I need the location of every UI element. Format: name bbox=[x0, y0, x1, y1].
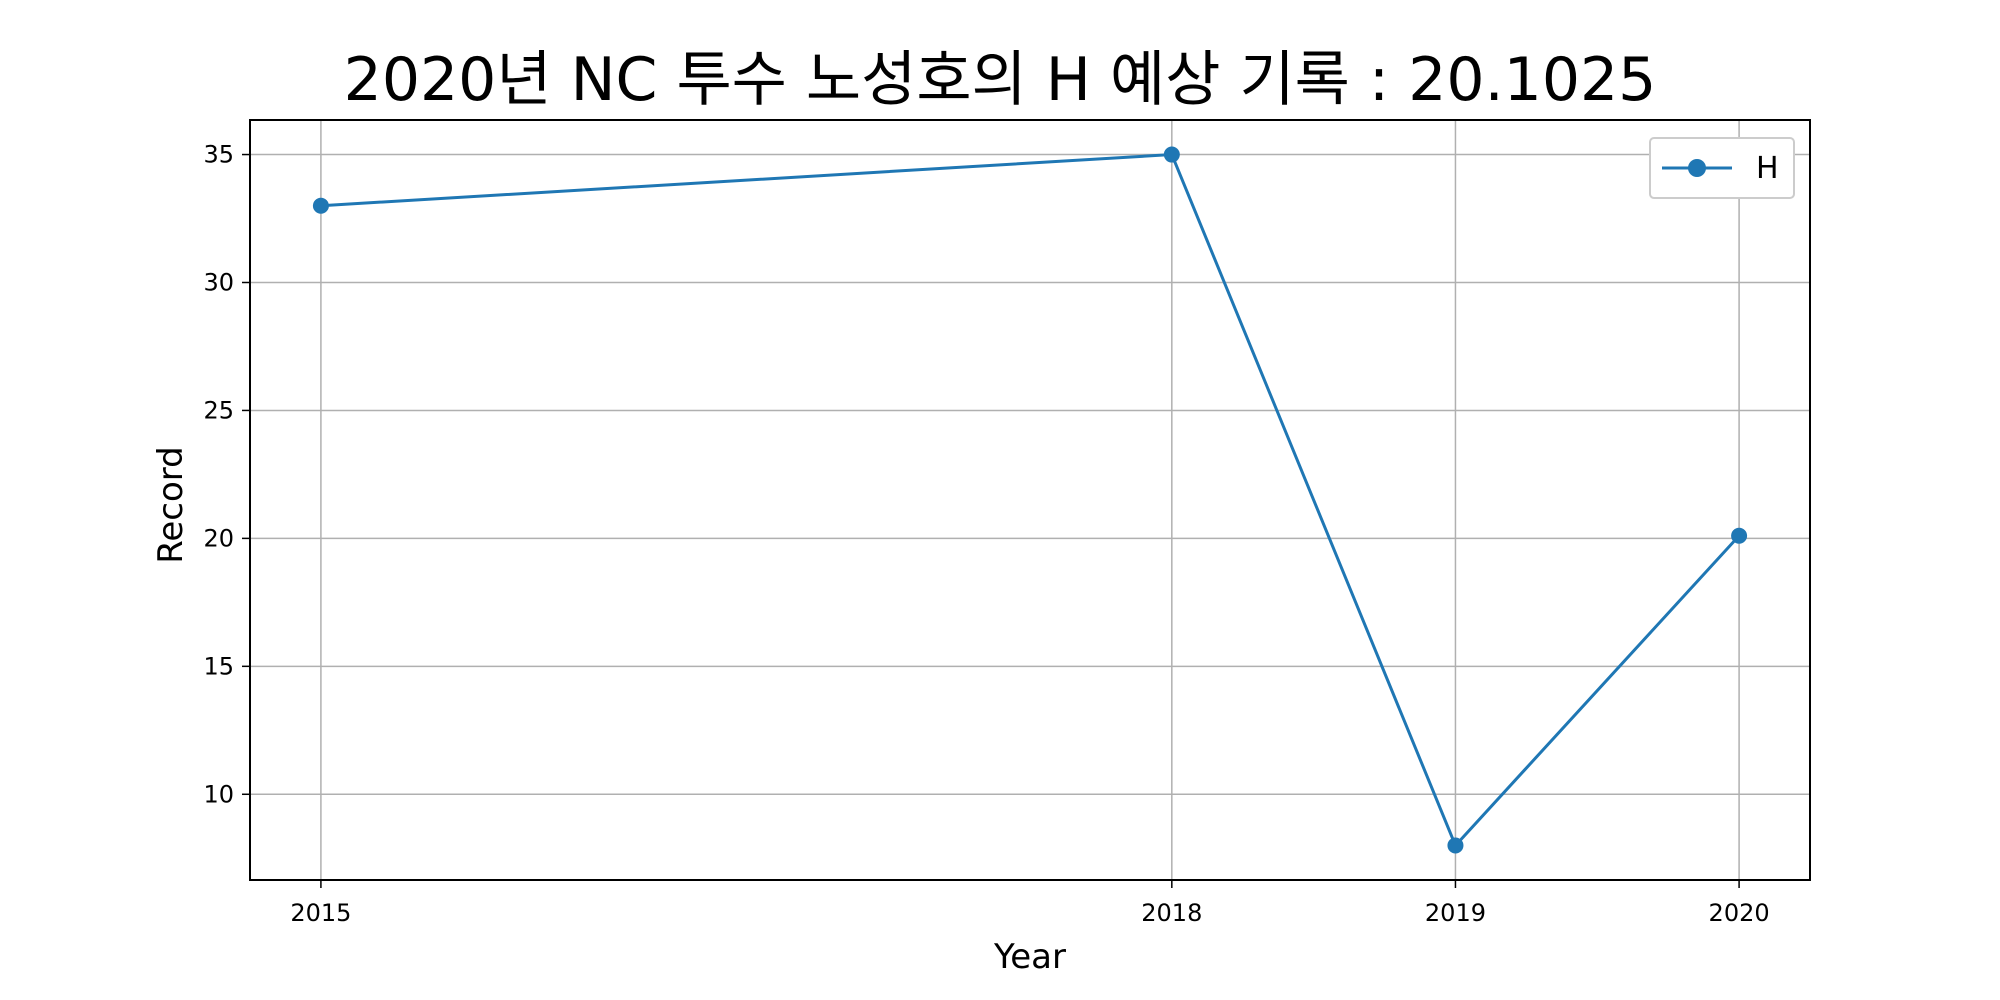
x-tick-label: 2015 bbox=[290, 899, 351, 927]
legend-marker-sample bbox=[1688, 159, 1706, 177]
legend: H bbox=[1649, 137, 1795, 199]
data-point bbox=[1447, 837, 1464, 854]
x-tick-label: 2018 bbox=[1141, 899, 1202, 927]
data-point bbox=[312, 197, 329, 214]
y-axis: 10 15 20 25 30 35 bbox=[203, 141, 250, 808]
x-tick-label: 2019 bbox=[1425, 899, 1486, 927]
y-tick-label: 35 bbox=[203, 141, 234, 169]
x-axis-title: Year bbox=[993, 937, 1066, 977]
y-tick-label: 20 bbox=[203, 524, 234, 552]
y-tick-label: 30 bbox=[203, 268, 234, 296]
y-tick-label: 15 bbox=[203, 652, 234, 680]
chart-title: 2020년 NC 투수 노성호의 H 예상 기록 : 20.1025 bbox=[344, 45, 1657, 115]
x-tick-label: 2020 bbox=[1709, 899, 1770, 927]
data-point bbox=[1163, 146, 1180, 163]
series-layer bbox=[312, 146, 1748, 854]
x-axis: 2015 2018 2019 2020 bbox=[290, 880, 1770, 927]
y-tick-label: 10 bbox=[203, 780, 234, 808]
y-tick-label: 25 bbox=[203, 396, 234, 424]
series-line-H bbox=[320, 152, 1741, 849]
legend-series-label: H bbox=[1756, 151, 1779, 186]
y-axis-title: Record bbox=[151, 446, 191, 563]
plot-frame bbox=[249, 119, 1811, 881]
data-point bbox=[1731, 527, 1748, 544]
grid-lines bbox=[250, 120, 1810, 880]
